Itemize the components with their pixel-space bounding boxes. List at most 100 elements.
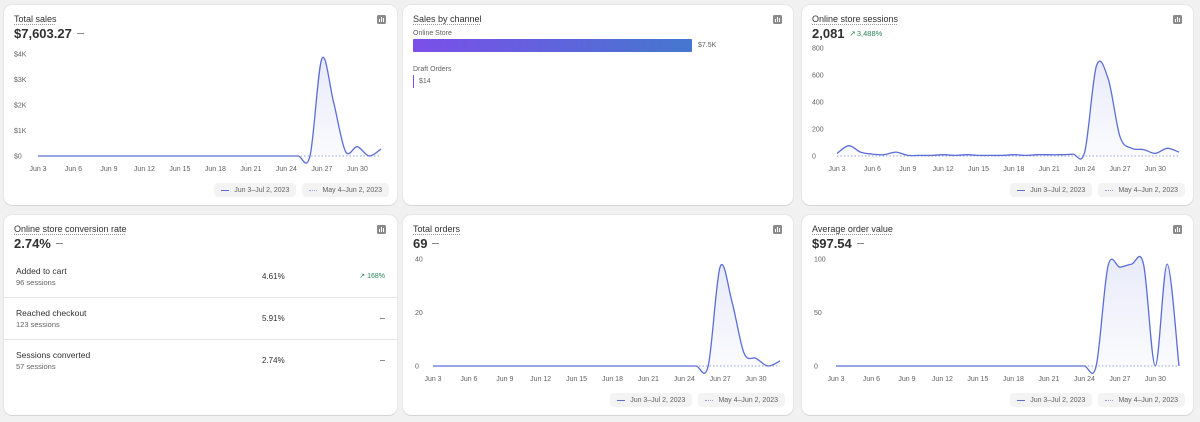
y-tick-label: $4K	[14, 52, 27, 59]
card-title[interactable]: Online store sessions	[812, 14, 899, 24]
current-period-area	[836, 256, 1179, 374]
x-tick-label: Jun 21	[1039, 166, 1060, 173]
funnel-row-added-to-cart: Added to cart 96 sessions 4.61% ↗ 168%	[4, 256, 397, 298]
x-tick-label: Jun 6	[864, 166, 881, 173]
x-tick-label: Jun 9	[100, 166, 117, 173]
x-tick-label: Jun 30	[746, 376, 767, 383]
funnel-row-sessions-converted: Sessions converted 57 sessions 2.74%	[4, 340, 397, 382]
y-tick-label: 600	[812, 73, 824, 80]
draft-orders-bar[interactable]	[413, 75, 414, 88]
y-tick-label: $1K	[14, 128, 27, 135]
legend-current-period[interactable]: Jun 3–Jul 2, 2023	[214, 183, 297, 197]
x-tick-label: Jun 21	[638, 376, 659, 383]
funnel-step-percent: 5.91%	[262, 314, 285, 323]
x-tick-label: Jun 24	[674, 376, 695, 383]
chart-legend: Jun 3–Jul 2, 2023 May 4–Jun 2, 2023	[1010, 183, 1185, 197]
x-tick-label: Jun 3	[827, 376, 844, 383]
dotted-line-icon	[1105, 399, 1114, 401]
chart-legend: Jun 3–Jul 2, 2023 May 4–Jun 2, 2023	[214, 183, 389, 197]
chart-type-icon[interactable]	[1173, 225, 1182, 234]
dotted-line-icon	[309, 189, 318, 191]
x-tick-label: Jun 12	[530, 376, 551, 383]
card-value: 2,081 ↗ 3,488%	[812, 26, 882, 41]
x-tick-label: Jun 24	[1074, 376, 1095, 383]
current-period-area	[38, 57, 381, 164]
current-period-line	[433, 263, 781, 374]
total-sales-card: Total sales $7,603.27 $4K $3K $2K $1K $0 Jun …	[4, 5, 397, 205]
chart-type-icon[interactable]	[1173, 15, 1182, 24]
y-tick-label: $2K	[14, 103, 27, 110]
card-value: $97.54	[812, 236, 864, 251]
x-tick-label: Jun 9	[899, 166, 916, 173]
x-tick-label: Jun 27	[1110, 166, 1131, 173]
card-title[interactable]: Total orders	[413, 224, 461, 234]
online-store-value: $7.5K	[698, 42, 717, 49]
funnel-step-sessions: 96 sessions	[16, 278, 56, 287]
x-tick-label: Jun 3	[828, 166, 845, 173]
x-tick-label: Jun 21	[240, 166, 261, 173]
total-sales-chart: $4K $3K $2K $1K $0 Jun 3 Jun 6 Jun 9 Jun 12 Jun 1…	[14, 52, 382, 173]
channel-name-draft-orders: Draft Orders	[413, 66, 452, 73]
funnel-step-percent: 2.74%	[262, 356, 285, 365]
delta-value: 3,488%	[856, 29, 883, 38]
chart-type-icon[interactable]	[773, 15, 782, 24]
current-period-line	[38, 56, 382, 164]
chart-type-icon[interactable]	[377, 15, 386, 24]
card-title[interactable]: Total sales	[14, 14, 57, 24]
funnel-step-percent: 4.61%	[262, 272, 285, 281]
y-tick-label: 0	[812, 154, 816, 161]
legend-current-period[interactable]: Jun 3–Jul 2, 2023	[1010, 183, 1093, 197]
chart-legend: Jun 3–Jul 2, 2023 May 4–Jun 2, 2023	[1010, 393, 1185, 407]
chart-type-icon[interactable]	[377, 225, 386, 234]
average-order-value-card: Average order value $97.54 100 50 0 Jun 3 Ju…	[802, 215, 1193, 415]
current-period-area	[433, 264, 780, 374]
current-period-line	[836, 60, 1180, 160]
sales-by-channel-card: Sales by channel Online Store $7.5K Draf…	[403, 5, 793, 205]
legend-previous-period[interactable]: May 4–Jun 2, 2023	[302, 183, 389, 197]
sessions-value: 2,081	[812, 26, 845, 41]
legend-label: Jun 3–Jul 2, 2023	[1030, 396, 1086, 404]
x-tick-label: Jun 18	[1003, 376, 1024, 383]
current-period-area	[837, 61, 1179, 160]
chart-legend: Jun 3–Jul 2, 2023 May 4–Jun 2, 2023	[610, 393, 785, 407]
x-tick-label: Jun 12	[933, 166, 954, 173]
y-tick-label: 0	[415, 364, 419, 371]
sessions-chart: 800 600 400 200 0 Jun 3 Jun 6 Jun 9 Jun 12 Jun 15…	[812, 46, 1180, 173]
current-period-line	[836, 255, 1180, 374]
delta-badge: ↗ 3,488%	[850, 29, 883, 38]
card-title[interactable]: Sales by channel	[413, 14, 482, 24]
legend-previous-period[interactable]: May 4–Jun 2, 2023	[698, 393, 785, 407]
y-tick-label: $3K	[14, 77, 27, 84]
card-value: $7,603.27	[14, 26, 84, 41]
card-title[interactable]: Average order value	[812, 224, 893, 234]
legend-current-period[interactable]: Jun 3–Jul 2, 2023	[610, 393, 693, 407]
online-store-sessions-card: Online store sessions 2,081 ↗ 3,488% 800 6…	[802, 5, 1193, 205]
total-orders-card: Total orders 69 40 20 0 Jun 3 Jun 6 Jun 9 Jun …	[403, 215, 793, 415]
x-tick-label: Jun 27	[311, 166, 332, 173]
online-store-bar[interactable]	[413, 39, 692, 52]
legend-previous-period[interactable]: May 4–Jun 2, 2023	[1098, 183, 1185, 197]
funnel-row-reached-checkout: Reached checkout 123 sessions 5.91%	[4, 298, 397, 340]
funnel-step-sessions: 123 sessions	[16, 320, 60, 329]
funnel-step-name: Sessions converted	[16, 350, 91, 360]
arrow-up-icon: ↗	[359, 273, 368, 280]
legend-previous-period[interactable]: May 4–Jun 2, 2023	[1098, 393, 1185, 407]
y-tick-label: 50	[814, 310, 822, 317]
card-title[interactable]: Online store conversion rate	[14, 224, 127, 234]
solid-line-icon	[1017, 189, 1026, 191]
y-tick-label: 400	[812, 100, 824, 107]
card-value: 69	[413, 236, 440, 251]
chart-type-icon[interactable]	[773, 225, 782, 234]
funnel-step-sessions: 57 sessions	[16, 362, 56, 371]
total-sales-value: $7,603.27	[14, 26, 72, 41]
x-tick-label: Jun 15	[967, 376, 988, 383]
funnel-step-name: Reached checkout	[16, 308, 87, 318]
conversion-rate-card: Online store conversion rate 2.74% Added…	[4, 215, 397, 415]
legend-label: Jun 3–Jul 2, 2023	[630, 396, 686, 404]
solid-line-icon	[617, 399, 626, 401]
dotted-line-icon	[1105, 189, 1114, 191]
legend-current-period[interactable]: Jun 3–Jul 2, 2023	[1010, 393, 1093, 407]
card-value: 2.74%	[14, 236, 63, 251]
x-tick-label: Jun 30	[347, 166, 368, 173]
x-tick-label: Jun 12	[134, 166, 155, 173]
